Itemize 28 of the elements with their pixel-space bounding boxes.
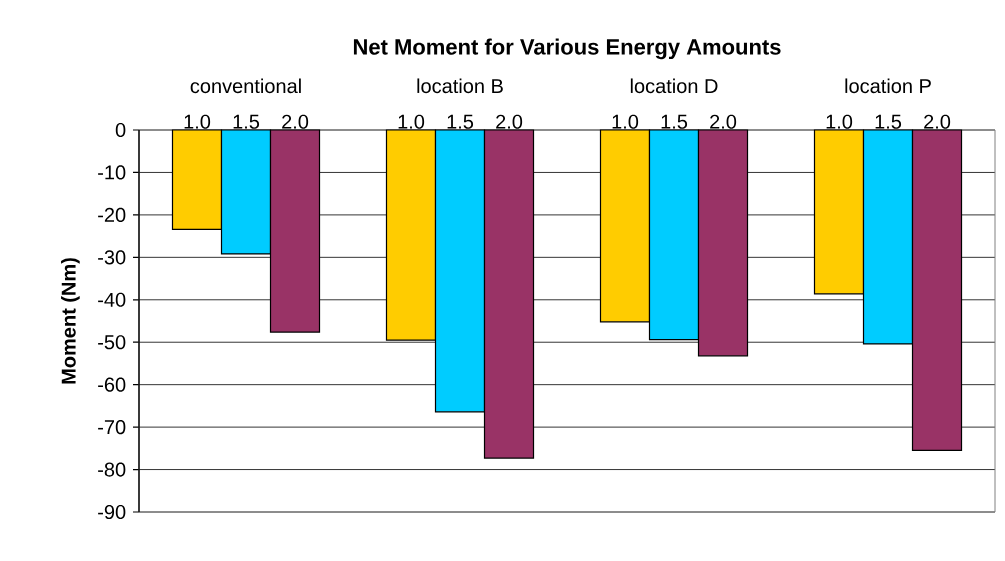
text: 1.5 — [661, 114, 688, 129]
y-tick-label: -80 — [98, 462, 126, 477]
y-tick-label: -50 — [98, 335, 126, 350]
text: 2.0 — [710, 114, 737, 129]
series-label: 2.0 — [282, 114, 309, 129]
text: 1.0 — [398, 114, 425, 129]
y-tick-label: -10 — [98, 165, 126, 180]
y-tick-label: -90 — [98, 504, 126, 520]
series-label: 1.0 — [184, 114, 211, 129]
x-tick-label: location B — [417, 78, 503, 94]
y-tick-label: -70 — [98, 420, 126, 435]
y-tick-label: -30 — [98, 250, 126, 265]
text: 1.5 — [875, 114, 902, 129]
text: 2.0 — [496, 114, 523, 129]
text: 1.0 — [826, 114, 853, 129]
text: 1.5 — [447, 114, 474, 129]
x-tick-label: location D — [630, 78, 718, 94]
y-tick-label: -40 — [98, 292, 126, 307]
y-axis-title: Moment (Nm) — [61, 258, 80, 384]
text: 1.0 — [612, 114, 639, 129]
y-tick-label: -20 — [98, 207, 126, 222]
series-label: 1.5 — [233, 114, 260, 129]
text: 2.0 — [924, 114, 951, 129]
chart-title: Net Moment for Various Energy Amounts — [353, 38, 781, 60]
x-tick-label: location P — [845, 78, 931, 94]
y-tick-label: -60 — [98, 377, 126, 392]
y-tick-label: 0 — [115, 122, 126, 138]
x-tick-label: conventional — [190, 78, 301, 94]
